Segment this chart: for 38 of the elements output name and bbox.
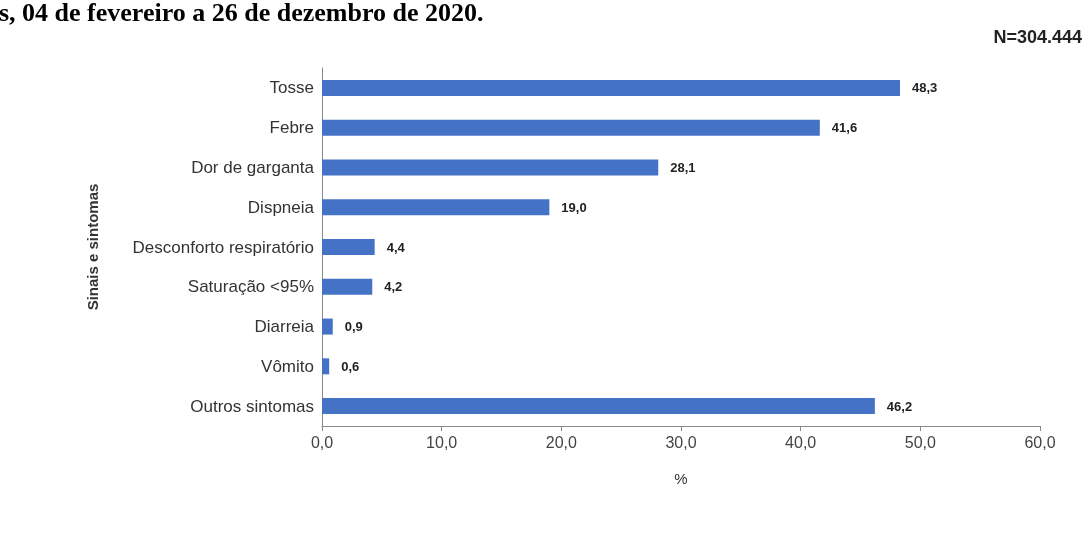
data-label: 19,0 <box>561 199 587 215</box>
y-tick-label: Tosse <box>269 78 314 98</box>
data-label: 0,6 <box>341 358 360 374</box>
bar <box>322 79 900 96</box>
x-tick-label: 30,0 <box>665 433 697 451</box>
y-tick-label: Diarreia <box>254 317 315 337</box>
y-axis-title: Sinais e sintomas <box>84 183 101 311</box>
y-tick-label: Febre <box>269 118 314 138</box>
data-label: 41,6 <box>831 120 858 136</box>
x-axis-title: % <box>674 470 688 487</box>
bar <box>322 199 550 216</box>
bar <box>322 358 330 375</box>
data-label: 4,2 <box>384 279 403 295</box>
y-tick-label: Outros sintomas <box>190 396 314 416</box>
x-tick-label: 60,0 <box>1024 433 1056 451</box>
y-tick-label: Dor de garganta <box>191 157 315 177</box>
y-tick-label: Desconforto respiratório <box>132 237 314 257</box>
text: N=304.444 <box>993 27 1082 47</box>
bar <box>322 239 375 255</box>
x-tick-label: 20,0 <box>545 433 578 451</box>
chart-title: s, 04 de fevereiro a 26 de dezembro de 2020. <box>0 0 484 27</box>
y-tick-label: Dispneia <box>247 197 315 217</box>
x-tick-label: 10,0 <box>426 433 458 451</box>
data-label: 4,4 <box>386 239 406 255</box>
x-tick-label: 0,0 <box>310 433 334 451</box>
data-label: 48,3 <box>911 80 938 96</box>
bar <box>322 278 373 295</box>
data-label: 0,9 <box>344 319 363 335</box>
data-label: 46,2 <box>886 398 913 414</box>
y-tick-label: Vômito <box>261 356 314 376</box>
bar <box>322 119 820 136</box>
y-tick-label: Saturação <95% <box>187 277 314 297</box>
x-tick-label: 40,0 <box>785 433 817 451</box>
x-tick-label: 50,0 <box>904 433 937 451</box>
bar <box>322 398 875 415</box>
data-label: 28,1 <box>670 159 696 175</box>
bar <box>322 318 333 335</box>
bar <box>322 159 659 176</box>
